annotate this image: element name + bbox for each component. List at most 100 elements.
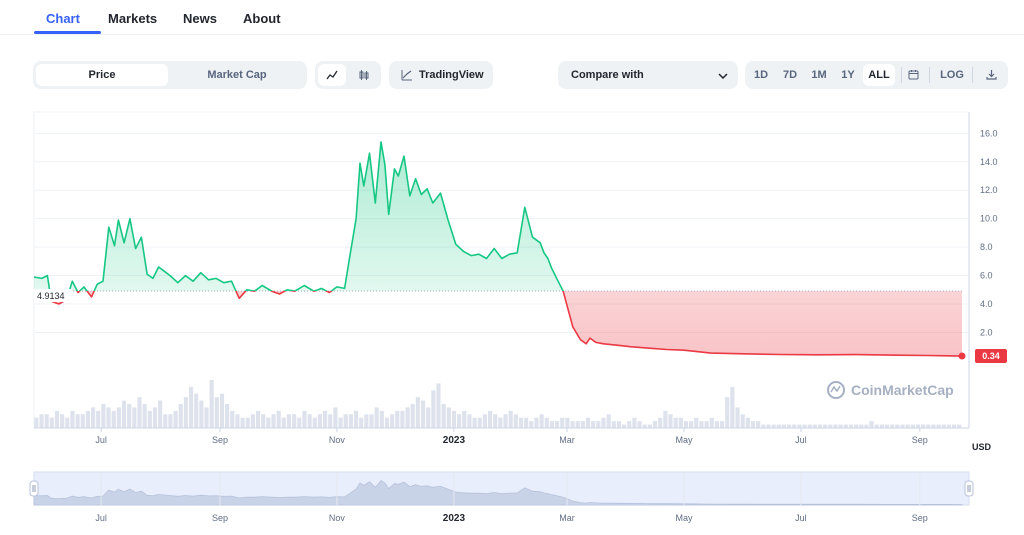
volume-bar: [570, 421, 575, 428]
tab-bar: Chart Markets News About: [0, 0, 1024, 35]
x-tick-label: Jul: [95, 435, 107, 445]
volume-bar: [96, 410, 101, 428]
volume-bars: [34, 380, 962, 428]
current-price-dot: [958, 352, 966, 360]
volume-bar: [560, 417, 565, 428]
volume-bar: [101, 404, 106, 428]
navigator-tick-label: Mar: [559, 513, 575, 523]
volume-bar: [864, 424, 869, 428]
volume-bar: [792, 424, 797, 428]
volume-bar: [142, 404, 147, 428]
volume-bar: [957, 424, 962, 428]
volume-bar: [601, 417, 606, 428]
x-tick-label: Sep: [212, 435, 228, 445]
volume-bar: [544, 417, 549, 428]
volume-bar: [771, 424, 776, 428]
line-chart-button[interactable]: [318, 64, 346, 86]
volume-bar: [921, 424, 926, 428]
range-1y-button[interactable]: 1Y: [841, 69, 855, 81]
volume-bar: [498, 417, 503, 428]
tab-chart[interactable]: Chart: [46, 11, 80, 26]
volume-bar: [359, 417, 364, 428]
tradingview-button[interactable]: TradingView: [389, 61, 493, 89]
volume-bar: [111, 410, 116, 428]
volume-bar: [204, 407, 209, 428]
range-all-button[interactable]: ALL: [863, 64, 895, 86]
volume-bar: [472, 417, 477, 428]
volume-bar: [39, 414, 44, 428]
price-area-down: [49, 291, 962, 357]
volume-bar: [833, 424, 838, 428]
compare-with-dropdown[interactable]: Compare with: [558, 61, 738, 89]
toolbar-divider: [901, 67, 902, 83]
y-tick-label: 6.0: [980, 271, 993, 281]
volume-bar: [725, 397, 730, 428]
tab-markets[interactable]: Markets: [108, 11, 158, 26]
range-navigator[interactable]: [29, 471, 974, 506]
volume-bar: [85, 410, 91, 428]
calendar-button[interactable]: [905, 64, 921, 86]
volume-bar: [611, 421, 616, 428]
volume-bar: [807, 424, 812, 428]
price-lines: [33, 141, 963, 357]
volume-bar: [369, 414, 374, 428]
log-scale-button[interactable]: LOG: [940, 69, 964, 81]
volume-bar: [49, 417, 54, 428]
volume-bar: [65, 417, 70, 428]
volume-bar: [302, 410, 307, 428]
volume-bar: [163, 414, 168, 428]
price-toggle-button[interactable]: Price: [36, 64, 168, 86]
tradingview-label: TradingView: [419, 69, 484, 81]
download-button[interactable]: [982, 64, 1000, 86]
price-area-fills: [34, 141, 962, 357]
candlestick-button[interactable]: [350, 64, 378, 86]
volume-bar: [147, 410, 152, 428]
volume-bar: [575, 421, 580, 428]
toolbar-divider: [929, 67, 930, 83]
volume-bar: [854, 424, 859, 428]
volume-bar: [859, 424, 864, 428]
volume-bar: [709, 417, 714, 428]
navigator-tick-label: Nov: [329, 513, 346, 523]
volume-bar: [534, 417, 539, 428]
marketcap-toggle-button[interactable]: Market Cap: [207, 69, 267, 81]
volume-bar: [658, 417, 663, 428]
tab-news[interactable]: News: [183, 11, 217, 26]
navigator-handle-right[interactable]: [964, 480, 974, 497]
volume-bar: [415, 397, 420, 428]
volume-bar: [585, 417, 591, 428]
volume-bar: [926, 424, 931, 428]
volume-bar: [699, 421, 704, 428]
volume-bar: [436, 383, 441, 428]
volume-bar: [54, 410, 60, 428]
volume-bar: [230, 410, 235, 428]
range-1d-button[interactable]: 1D: [753, 69, 769, 81]
navigator-tick-label: Jul: [795, 513, 807, 523]
volume-bar: [178, 404, 183, 428]
volume-bar: [905, 424, 910, 428]
volume-bar: [642, 424, 647, 428]
volume-bar: [817, 424, 823, 428]
chart-style-toggle: [315, 61, 381, 89]
volume-bar: [678, 417, 683, 428]
volume-bar: [374, 407, 379, 428]
volume-bar: [719, 421, 725, 428]
volume-bar: [694, 417, 699, 428]
volume-bar: [106, 407, 111, 428]
volume-bar: [132, 407, 137, 428]
volume-bar: [199, 400, 204, 428]
volume-bar: [426, 407, 431, 428]
volume-bar: [70, 410, 75, 428]
y-tick-label: 10.0: [980, 214, 998, 224]
volume-bar: [683, 421, 689, 428]
volume-bar: [828, 424, 833, 428]
range-1m-button[interactable]: 1M: [811, 69, 827, 81]
tab-about[interactable]: About: [243, 11, 281, 26]
volume-bar: [895, 424, 900, 428]
volume-bar: [276, 410, 281, 428]
volume-bar: [240, 417, 245, 428]
volume-bar: [390, 414, 395, 428]
range-7d-button[interactable]: 7D: [782, 69, 798, 81]
navigator-handle-left[interactable]: [29, 480, 39, 497]
